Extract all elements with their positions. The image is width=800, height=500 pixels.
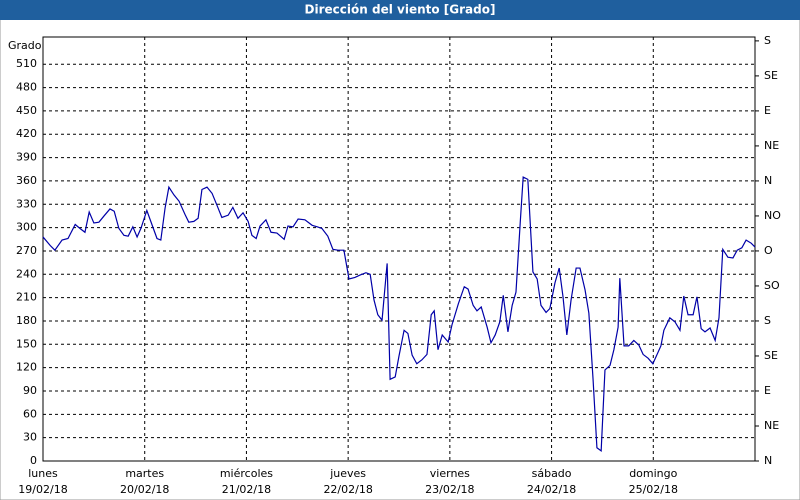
x-tick-label: jueves <box>329 467 366 480</box>
data-line <box>42 176 756 453</box>
x-tick-date: 23/02/18 <box>425 483 474 496</box>
y-tick-label: 450 <box>16 104 37 117</box>
y2-tick-label: O <box>764 244 773 257</box>
y2-tick-label: E <box>764 384 771 397</box>
y2-tick-label: SO <box>764 279 780 292</box>
x-tick-date: 22/02/18 <box>323 483 372 496</box>
y-tick-label: 390 <box>16 151 37 164</box>
y-tick-label: 510 <box>16 57 37 70</box>
y2-tick-label: SE <box>764 69 778 82</box>
x-tick-date: 21/02/18 <box>222 483 271 496</box>
y2-tick-label: SE <box>764 349 778 362</box>
x-tick-date: 24/02/18 <box>527 483 576 496</box>
y2-tick-label: NE <box>764 139 779 152</box>
y-tick-label: 420 <box>16 127 37 140</box>
x-tick-label: domingo <box>629 467 677 480</box>
y-tick-label: 480 <box>16 81 37 94</box>
y-tick-label: 30 <box>23 431 37 444</box>
y-tick-label: 210 <box>16 291 37 304</box>
x-tick-label: viernes <box>430 467 470 480</box>
y-tick-label: 60 <box>23 407 37 420</box>
y2-tick-label: N <box>764 174 772 187</box>
y2-tick-label: S <box>764 34 771 47</box>
y-tick-label: 360 <box>16 174 37 187</box>
y2-tick-label: NO <box>764 209 781 222</box>
x-tick-date: 19/02/18 <box>18 483 67 496</box>
y-tick-label: 150 <box>16 337 37 350</box>
x-tick-label: sábado <box>532 467 572 480</box>
y-tick-label: 180 <box>16 314 37 327</box>
y-tick-label: 300 <box>16 221 37 234</box>
y-tick-label: 0 <box>30 454 37 467</box>
y-tick-label: 90 <box>23 384 37 397</box>
y-tick-label: 270 <box>16 244 37 257</box>
x-tick-label: martes <box>125 467 164 480</box>
y2-tick-label: E <box>764 104 771 117</box>
y-tick-label: 240 <box>16 267 37 280</box>
y2-tick-label: N <box>764 454 772 467</box>
y2-tick-label: S <box>764 314 771 327</box>
y-tick-label: 330 <box>16 197 37 210</box>
x-tick-label: lunes <box>28 467 58 480</box>
title-bar <box>0 0 800 20</box>
x-tick-date: 25/02/18 <box>629 483 678 496</box>
x-tick-label: miércoles <box>220 467 273 480</box>
y-axis-label: Grado <box>8 39 42 52</box>
plot-frame <box>42 36 756 462</box>
x-tick-date: 20/02/18 <box>120 483 169 496</box>
y-tick-label: 120 <box>16 361 37 374</box>
y2-tick-label: NE <box>764 419 779 432</box>
chart-title: Dirección del viento [Grado] <box>305 3 496 17</box>
